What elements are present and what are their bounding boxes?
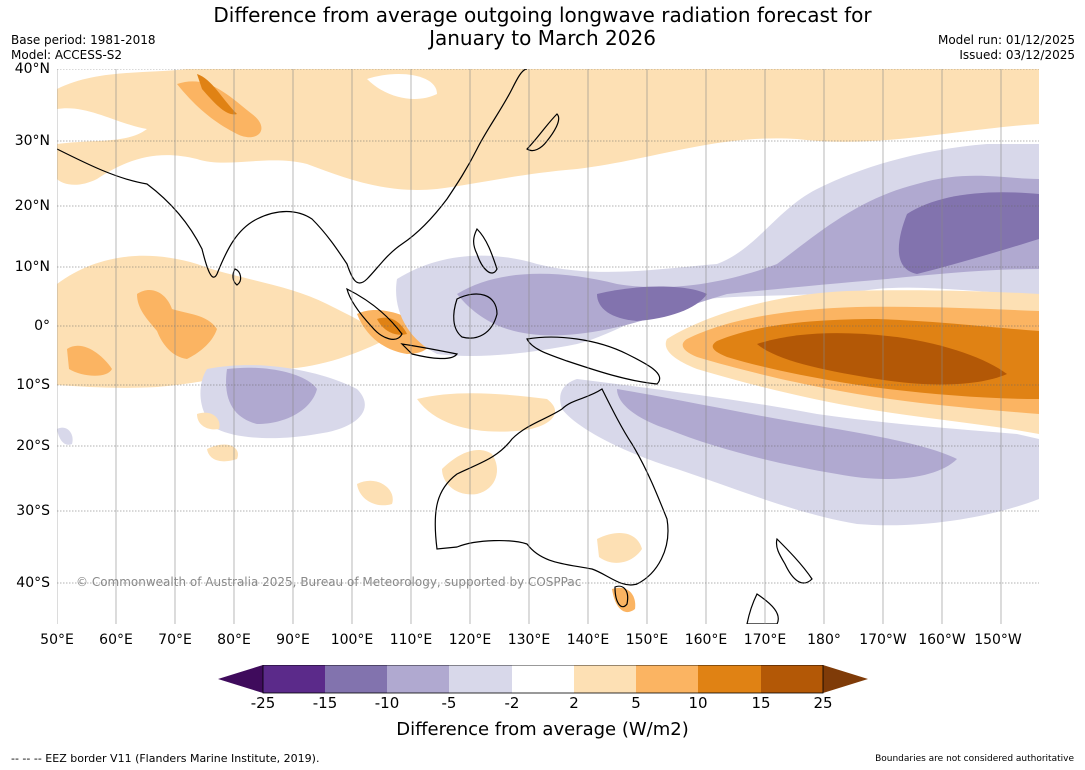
lat-label: 20°N bbox=[14, 198, 50, 214]
positive-anomaly-south bbox=[197, 393, 642, 613]
lon-label: 50°E bbox=[40, 632, 74, 648]
positive-anomaly-indian-ocean bbox=[57, 255, 431, 388]
colorbar-segment bbox=[761, 665, 823, 693]
coastlines bbox=[57, 69, 813, 624]
lon-label: 170°W bbox=[859, 632, 907, 648]
lat-label: 40°N bbox=[14, 61, 50, 77]
boundaries-disclaimer: Boundaries are not considered authoritat… bbox=[875, 754, 1074, 764]
lon-label: 120°E bbox=[448, 632, 492, 648]
colorbar-segment bbox=[263, 665, 325, 693]
borneo-coast bbox=[453, 293, 498, 339]
colorbar-tick: -25 bbox=[250, 694, 276, 712]
sumatra-coast bbox=[346, 287, 403, 340]
meta-left: Base period: 1981-2018 Model: ACCESS-S2 bbox=[11, 33, 156, 63]
lon-label: 100°E bbox=[330, 632, 374, 648]
lon-label: 130°E bbox=[507, 632, 551, 648]
colorbar-title: Difference from average (W/m2) bbox=[396, 719, 689, 740]
colorbar-segment bbox=[512, 665, 574, 693]
lon-label: 170°E bbox=[743, 632, 787, 648]
colorbar-extend-low bbox=[218, 665, 263, 693]
colorbar-segment bbox=[636, 665, 698, 693]
lat-label: 10°N bbox=[14, 259, 50, 275]
lat-label: 10°S bbox=[16, 377, 50, 393]
lon-label: 90°E bbox=[276, 632, 310, 648]
lon-label: 160°E bbox=[684, 632, 728, 648]
colorbar-tick: 2 bbox=[569, 694, 579, 712]
colorbar-tick: 5 bbox=[631, 694, 641, 712]
colorbar-segment bbox=[387, 665, 449, 693]
lon-label: 180° bbox=[807, 632, 841, 648]
colorbar-segment bbox=[325, 665, 387, 693]
tasmania-coast bbox=[614, 585, 629, 608]
base-period: Base period: 1981-2018 bbox=[11, 33, 156, 47]
colorbar bbox=[218, 665, 868, 694]
negative-anomaly-bands bbox=[57, 144, 1039, 526]
anomaly-map bbox=[57, 69, 1039, 624]
colorbar-outline bbox=[262, 665, 824, 694]
colorbar-segment bbox=[574, 665, 636, 693]
issued-date: Issued: 03/12/2025 bbox=[959, 48, 1075, 62]
colorbar-extend-high bbox=[823, 665, 868, 693]
lon-label: 110°E bbox=[389, 632, 433, 648]
positive-anomaly-north bbox=[57, 69, 1039, 190]
colorbar-tick: -15 bbox=[312, 694, 338, 712]
copyright-notice: © Commonwealth of Australia 2025, Bureau… bbox=[76, 575, 582, 589]
colorbar-segment bbox=[449, 665, 512, 693]
australia-coast bbox=[434, 388, 669, 586]
colorbar-tick: -2 bbox=[504, 694, 520, 712]
philippines-coast bbox=[473, 227, 498, 274]
meta-right: Model run: 01/12/2025 Issued: 03/12/2025 bbox=[938, 33, 1075, 63]
lon-label: 150°E bbox=[625, 632, 669, 648]
lon-label: 80°E bbox=[217, 632, 251, 648]
colorbar-tick: 10 bbox=[688, 694, 708, 712]
colorbar-tick: -10 bbox=[374, 694, 400, 712]
new-guinea-coast bbox=[526, 336, 661, 385]
new-zealand-coast bbox=[746, 537, 813, 624]
meridians bbox=[57, 69, 1002, 624]
lon-label: 160°W bbox=[918, 632, 966, 648]
title-line-1: Difference from average outgoing longwav… bbox=[213, 3, 872, 27]
lon-label: 70°E bbox=[158, 632, 192, 648]
model-run: Model run: 01/12/2025 bbox=[937, 33, 1075, 47]
lat-label: 40°S bbox=[16, 575, 50, 591]
lat-label: 30°N bbox=[14, 133, 50, 149]
model-name: Model: ACCESS-S2 bbox=[11, 48, 123, 62]
title-line-2: January to March 2026 bbox=[429, 26, 656, 50]
java-coast bbox=[400, 343, 459, 360]
sri-lanka-coast bbox=[232, 268, 242, 286]
lat-label: 20°S bbox=[16, 438, 50, 454]
colorbar-tick: -5 bbox=[441, 694, 457, 712]
colorbar-segment bbox=[698, 665, 761, 693]
lon-label: 140°E bbox=[566, 632, 610, 648]
lon-label: 60°E bbox=[99, 632, 133, 648]
lon-label: 150°W bbox=[974, 632, 1022, 648]
lat-label: 30°S bbox=[16, 503, 50, 519]
map-title: Difference from average outgoing longwav… bbox=[0, 4, 1085, 50]
lat-label: 0° bbox=[34, 318, 50, 334]
eez-legend-note: -- -- -- EEZ border V11 (Flanders Marine… bbox=[11, 752, 320, 765]
colorbar-tick: 15 bbox=[751, 694, 771, 712]
asia-coast bbox=[57, 69, 528, 284]
colorbar-tick: 25 bbox=[813, 694, 833, 712]
japan-coast bbox=[526, 113, 560, 152]
